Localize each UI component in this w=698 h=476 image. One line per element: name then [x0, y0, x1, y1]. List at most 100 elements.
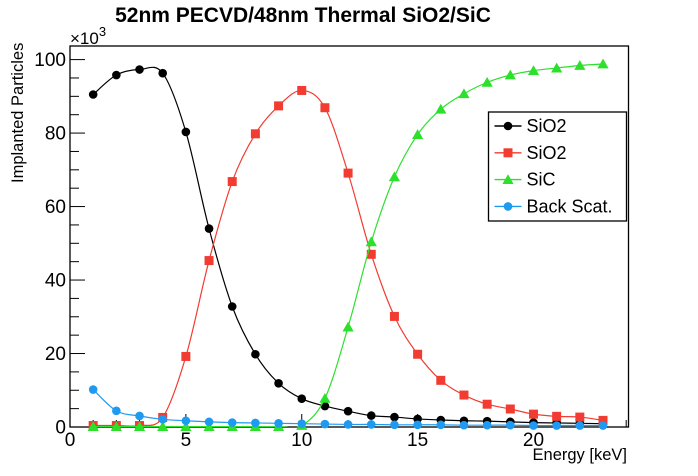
series-3-marker — [366, 420, 376, 429]
x-axis-title: Energy [keV] — [533, 446, 627, 464]
legend-label: Back Scat. — [527, 196, 613, 216]
series-0-marker — [274, 378, 283, 388]
series-3-marker — [413, 420, 422, 430]
plot-frame — [69, 45, 630, 428]
series-1-marker — [274, 101, 284, 111]
series-2-marker — [458, 88, 470, 99]
series-1-marker — [227, 177, 237, 187]
series-2-marker — [481, 76, 493, 87]
series-1-marker — [181, 351, 191, 361]
series-0-marker — [297, 394, 307, 404]
series-2-marker — [504, 69, 516, 80]
series-0-marker — [251, 349, 260, 359]
series-3-marker — [227, 418, 237, 427]
series-1-marker — [575, 412, 585, 422]
series-3-marker — [390, 420, 399, 430]
series-1-marker — [250, 129, 260, 139]
series-layer — [87, 58, 609, 432]
series-1-marker — [436, 375, 446, 385]
legend-marker-square — [503, 148, 513, 158]
series-0-marker — [227, 302, 237, 311]
series-3-marker — [204, 417, 214, 427]
series-1-marker — [366, 249, 376, 259]
legend-item-0: SiO2 — [494, 116, 567, 136]
series-2-marker — [319, 392, 331, 403]
series-2-marker — [180, 421, 192, 432]
series-0-marker — [366, 411, 376, 420]
y-tick-label: 80 — [45, 124, 66, 145]
legend-item-2: SiC — [494, 170, 556, 190]
legend-label: SiO2 — [527, 143, 567, 163]
series-3-marker — [112, 406, 121, 416]
series-1-marker — [505, 404, 515, 414]
series-1-marker — [459, 390, 469, 400]
series-0-marker — [343, 406, 353, 416]
series-2-marker — [597, 58, 609, 69]
series-3-marker — [297, 419, 307, 428]
series-3-back-scat- — [88, 385, 608, 430]
series-3-marker — [88, 385, 98, 394]
series-0-marker — [181, 127, 191, 137]
y-axis-multiplier: ×103 — [70, 24, 106, 48]
legend-box — [487, 111, 628, 222]
series-3-marker — [158, 414, 167, 424]
series-3-marker — [251, 418, 260, 428]
series-3-marker — [320, 419, 330, 429]
series-0-marker — [204, 224, 214, 233]
series-0-marker — [413, 414, 422, 424]
series-3-marker — [135, 411, 144, 421]
y-tick-label: 60 — [45, 197, 66, 218]
x-tick-label: 5 — [181, 430, 192, 451]
series-1-marker — [389, 311, 399, 321]
y-axis-title: Implanted Particles — [9, 43, 27, 183]
legend-marker-circle — [503, 121, 513, 131]
series-3-marker — [506, 420, 515, 430]
series-0-marker — [112, 70, 121, 80]
legend-item-1: SiO2 — [494, 143, 567, 163]
series-3-marker — [343, 420, 353, 429]
y-tick-label: 100 — [34, 50, 66, 71]
series-0-marker — [158, 68, 167, 78]
series-2-marker — [342, 321, 354, 332]
series-2-marker — [157, 421, 169, 432]
series-2-marker — [87, 421, 99, 432]
x-tick-label: 15 — [407, 430, 428, 451]
series-2-marker — [110, 421, 122, 432]
y-tick-label: 0 — [55, 418, 66, 439]
y-tick-label: 40 — [45, 271, 66, 292]
series-3-marker — [436, 420, 446, 430]
series-3-marker — [598, 421, 608, 430]
chart-title: 52nm PECVD/48nm Thermal SiO2/SiC — [115, 4, 491, 27]
series-1-marker — [552, 411, 562, 421]
x-tick-label: 20 — [523, 430, 544, 451]
series-1-marker — [343, 168, 353, 178]
series-2-marker — [574, 60, 586, 70]
series-2-marker — [551, 62, 563, 73]
series-0-marker — [88, 90, 98, 99]
series-3-marker — [459, 420, 469, 430]
series-2-marker — [388, 171, 401, 182]
series-0-marker — [320, 401, 330, 411]
legend-label: SiO2 — [527, 116, 567, 136]
series-3-marker — [181, 416, 191, 426]
legend-marker-circle — [503, 202, 513, 211]
legend: SiO2 SiO2 SiC Back Scat. — [487, 111, 628, 222]
legend-item-3: Back Scat. — [494, 196, 613, 216]
series-2-marker — [412, 129, 424, 139]
series-1-marker — [204, 256, 214, 266]
series-1-marker — [598, 415, 608, 425]
x-tick-label: 10 — [291, 430, 312, 451]
series-3-marker — [482, 420, 492, 430]
series-3-marker — [274, 419, 283, 428]
series-2-marker — [133, 421, 146, 432]
series-3-marker — [552, 421, 561, 430]
series-1-marker — [320, 103, 330, 113]
series-2-marker — [527, 65, 540, 76]
series-1-marker — [297, 85, 307, 95]
series-1-marker — [528, 409, 538, 419]
legend-marker-triangle — [502, 174, 514, 184]
series-1-marker — [482, 399, 492, 409]
x-tick-label: 0 — [65, 430, 76, 451]
